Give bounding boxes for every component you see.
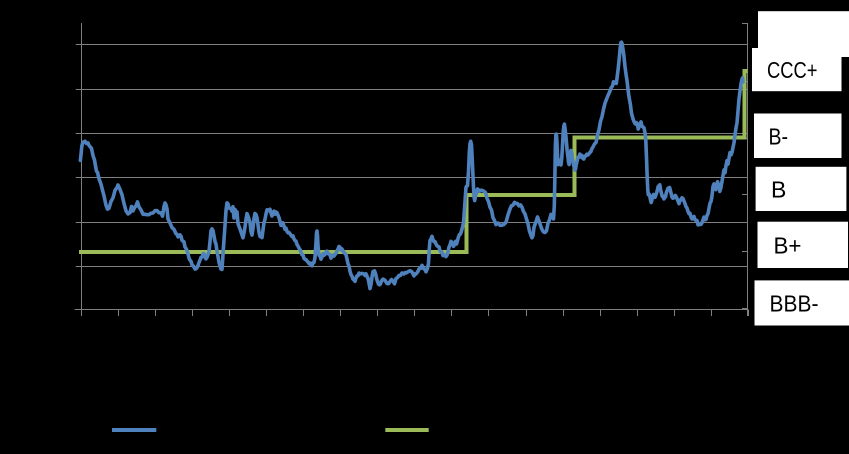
svg-text:B-: B- bbox=[769, 123, 789, 149]
svg-text:B+: B+ bbox=[774, 232, 802, 258]
svg-text:CCC+: CCC+ bbox=[767, 57, 818, 83]
svg-text:BBB-: BBB- bbox=[770, 291, 819, 317]
svg-text:B: B bbox=[771, 177, 786, 203]
